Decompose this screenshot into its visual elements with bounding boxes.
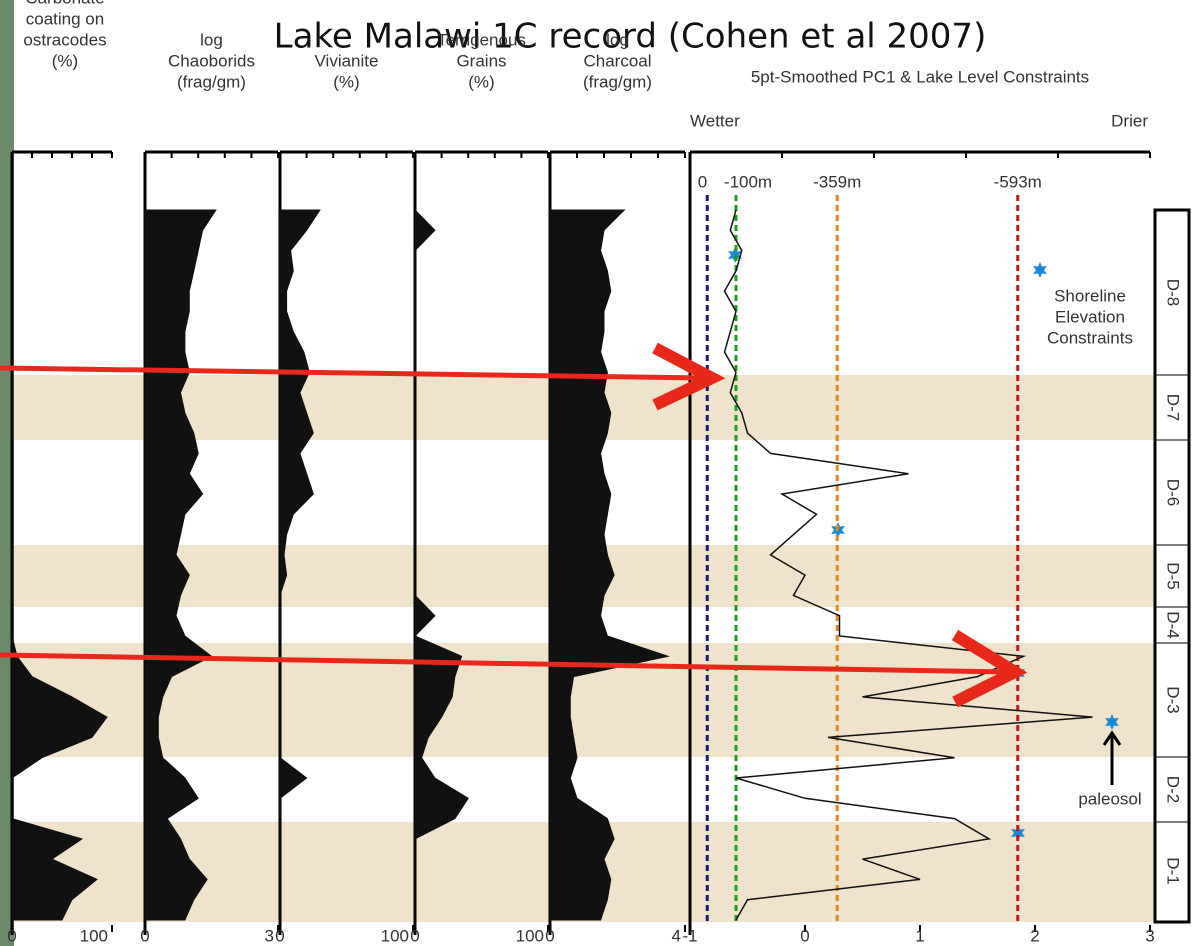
paleosol-label: paleosol bbox=[1078, 789, 1141, 808]
x-tick-label: 3 bbox=[265, 926, 274, 945]
x-tick-label: 2 bbox=[1030, 926, 1039, 945]
paleosol-arrow bbox=[1104, 733, 1120, 785]
legend-line: Shoreline bbox=[1054, 286, 1126, 305]
panel-title: log bbox=[200, 30, 223, 49]
lake-level-label: -100m bbox=[724, 172, 772, 191]
x-tick-label: 100 bbox=[80, 926, 108, 945]
x-tick-label: 0 bbox=[140, 926, 149, 945]
star bbox=[1033, 262, 1047, 278]
panel-title: (frag/gm) bbox=[177, 72, 246, 91]
x-tick-label: 0 bbox=[275, 926, 284, 945]
lake-level-label: -359m bbox=[813, 172, 861, 191]
panel-title: Charcoal bbox=[583, 51, 651, 70]
panel-title: Carbonate bbox=[25, 0, 104, 7]
legend-line: Elevation bbox=[1055, 307, 1125, 326]
x-tick-label: 0 bbox=[7, 926, 16, 945]
x-tick-label: 0 bbox=[800, 926, 809, 945]
panel-title: (%) bbox=[52, 51, 78, 70]
zone-label: D-4 bbox=[1164, 611, 1183, 638]
x-tick-label: 100 bbox=[516, 926, 544, 945]
x-tick-label: 0 bbox=[410, 926, 419, 945]
panel-title: log bbox=[606, 30, 629, 49]
lake-level-label: -593m bbox=[994, 172, 1042, 191]
panel-title: (%) bbox=[468, 72, 494, 91]
x-tick-label: 1 bbox=[915, 926, 924, 945]
wetter: Wetter bbox=[690, 111, 740, 130]
x-tick-label: 4 bbox=[672, 926, 681, 945]
zone-label: D-6 bbox=[1164, 479, 1183, 506]
panel-title: Chaoborids bbox=[168, 51, 255, 70]
zone-label: D-8 bbox=[1164, 279, 1183, 306]
x-tick-label: -1 bbox=[682, 926, 697, 945]
panel-title: Vivianite bbox=[315, 51, 379, 70]
legend-line: Constraints bbox=[1047, 328, 1133, 347]
zone-label: D-3 bbox=[1164, 686, 1183, 713]
panel-title: coating on bbox=[26, 9, 104, 28]
x-tick-label: 0 bbox=[545, 926, 554, 945]
x-tick-label: 100 bbox=[381, 926, 409, 945]
panel-title: 5pt-Smoothed PC1 & Lake Level Constraint… bbox=[751, 67, 1089, 86]
zone-label: D-7 bbox=[1164, 394, 1183, 421]
panel-title: (%) bbox=[333, 72, 359, 91]
figure: Lake Malawi 1C record (Cohen et al 2007)… bbox=[0, 0, 1195, 946]
x-tick-label: 3 bbox=[1145, 926, 1154, 945]
zone-label: D-2 bbox=[1164, 776, 1183, 803]
panel-title: Terrigenous bbox=[437, 30, 526, 49]
drier: Drier bbox=[1111, 111, 1148, 130]
zone-label: D-5 bbox=[1164, 562, 1183, 589]
panel-title: ostracodes bbox=[23, 30, 106, 49]
panel-title: (frag/gm) bbox=[583, 72, 652, 91]
zone-label: D-1 bbox=[1164, 857, 1183, 884]
lake-level-label: 0 bbox=[698, 172, 707, 191]
panel-title: Grains bbox=[456, 51, 506, 70]
